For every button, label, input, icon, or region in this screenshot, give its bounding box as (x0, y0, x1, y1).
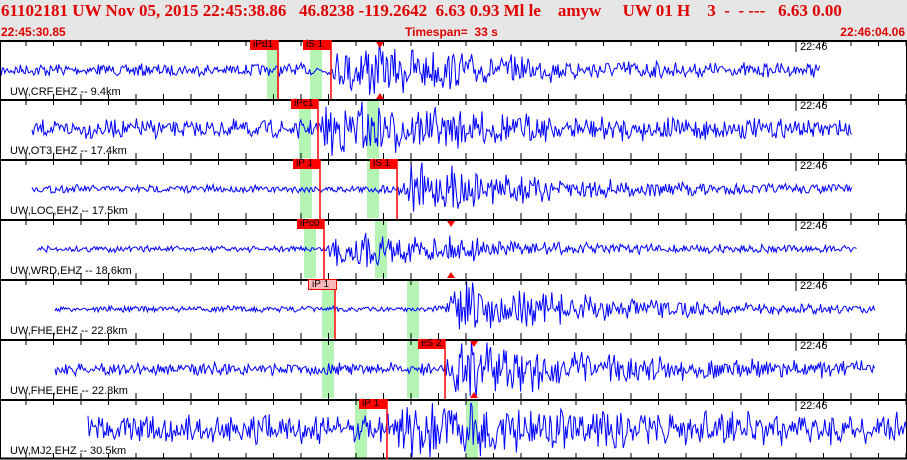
minute-label: 22:46 (800, 41, 828, 53)
phase-pick-label[interactable]: iS 1 (370, 159, 397, 169)
channel-label: UW,MJ2,EHZ -- 30.5km (10, 445, 126, 457)
waveform-trace (0, 42, 820, 95)
waveform-trace (55, 341, 875, 397)
waveform-trace (32, 163, 852, 212)
waveform-canvas (0, 159, 907, 220)
waveform-canvas (0, 219, 907, 280)
phase-pick-label[interactable]: iP 1 (308, 279, 337, 290)
phase-pick-label[interactable]: iP 1 (293, 159, 320, 169)
seismogram-panel[interactable]: iPd1 iS 1 22:46 UW,CRF,EHZ -- 9.4km (0, 40, 907, 100)
waveform-trace (88, 403, 906, 457)
waveform-trace (55, 282, 875, 329)
phase-pick-label[interactable]: iPc1 (291, 99, 318, 109)
phase-pick-label[interactable]: iPd1 (250, 40, 278, 50)
channel-label: UW,LOC,EHZ -- 17.5km (10, 205, 128, 217)
minute-label: 22:46 (800, 220, 828, 232)
waveform-trace (37, 233, 857, 267)
seismogram-panel[interactable]: iPc0 22:46 UW,WRD,EHZ -- 18.6km (0, 219, 907, 279)
seismogram-panel[interactable]: iPc1 22:46 UW,OT3,EHZ -- 17.4km (0, 99, 907, 159)
pick-window (375, 220, 387, 278)
waveform-trace (32, 102, 852, 156)
channel-label: UW,OT3,EHZ -- 17.4km (10, 145, 127, 157)
phase-pick-label[interactable]: eS 2 (418, 339, 445, 349)
channel-label: UW,CRF,EHZ -- 9.4km (10, 86, 121, 98)
start-time: 22:45:30.85 (1, 25, 66, 39)
waveform-canvas (0, 279, 907, 340)
phase-pick-label[interactable]: iP 1 (359, 399, 387, 409)
timespan: Timespan= 33 s (405, 25, 498, 39)
channel-label: UW,FHE,EHE -- 22.8km (10, 385, 128, 397)
event-summary: 61102181 UW Nov 05, 2015 22:45:38.86 46.… (1, 1, 842, 21)
seismogram-panel[interactable]: eS 2 22:46 UW,FHE,EHE -- 22.8km (0, 339, 907, 399)
phase-pick-label[interactable]: iPc0 (297, 219, 324, 229)
seismogram-panel[interactable]: iP 1 iS 1 22:46 UW,LOC,EHZ -- 17.5km (0, 159, 907, 219)
channel-label: UW,FHE,EHZ -- 22.8km (10, 325, 127, 337)
phase-pick-label[interactable]: iS 1 (303, 40, 331, 50)
minute-label: 22:46 (800, 340, 828, 352)
waveform-canvas (0, 339, 907, 400)
minute-label: 22:46 (800, 100, 828, 112)
minute-label: 22:46 (800, 400, 828, 412)
channel-label: UW,WRD,EHZ -- 18.6km (10, 265, 132, 277)
amplitude-marker-icon (447, 221, 455, 227)
amplitude-marker-icon (376, 42, 384, 48)
waveform-panels[interactable]: iPd1 iS 1 22:46 UW,CRF,EHZ -- 9.4km iPc1 22:4… (0, 40, 907, 460)
waveform-canvas (0, 40, 907, 101)
amplitude-marker-icon (447, 272, 455, 278)
end-time: 22:46:04.06 (840, 25, 905, 39)
waveform-canvas (0, 399, 907, 460)
event-header: 61102181 UW Nov 05, 2015 22:45:38.86 46.… (0, 0, 907, 40)
seismogram-panel[interactable]: iP 1 22:46 UW,MJ2,EHZ -- 30.5km (0, 399, 907, 459)
waveform-canvas (0, 99, 907, 160)
minute-label: 22:46 (800, 280, 828, 292)
seismogram-panel[interactable]: iP 1 22:46 UW,FHE,EHZ -- 22.8km (0, 279, 907, 339)
minute-label: 22:46 (800, 160, 828, 172)
